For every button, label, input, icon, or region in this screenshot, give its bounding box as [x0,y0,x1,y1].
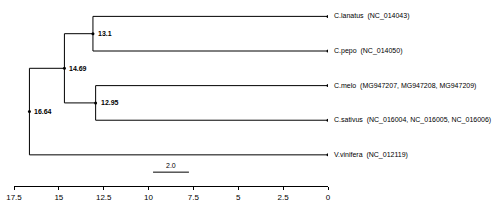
svg-text:C.lanatus (NC_014043): C.lanatus (NC_014043) [334,12,410,20]
svg-text:C.melo (MG947207, MG947208, M: C.melo (MG947207, MG947208, MG947209) [334,82,476,90]
svg-text:15: 15 [54,193,63,202]
svg-text:13.1: 13.1 [98,30,112,37]
svg-text:17.5: 17.5 [6,193,22,202]
svg-text:2.0: 2.0 [166,162,176,169]
svg-text:2.5: 2.5 [278,193,290,202]
svg-text:14.69: 14.69 [69,65,87,72]
svg-text:10: 10 [144,193,153,202]
svg-text:12.5: 12.5 [96,193,112,202]
svg-text:C.pepo (NC_014050): C.pepo (NC_014050) [334,47,403,55]
svg-text:0: 0 [326,193,331,202]
svg-text:C.sativus (NC_016004, NC_0160: C.sativus (NC_016004, NC_016005, NC_0160… [334,116,491,124]
svg-text:12.95: 12.95 [101,99,119,106]
svg-text:16.64: 16.64 [34,108,52,115]
svg-text:5: 5 [236,193,241,202]
svg-text:V.vinifera (NC_012119): V.vinifera (NC_012119) [334,151,408,159]
svg-text:7.5: 7.5 [188,193,200,202]
